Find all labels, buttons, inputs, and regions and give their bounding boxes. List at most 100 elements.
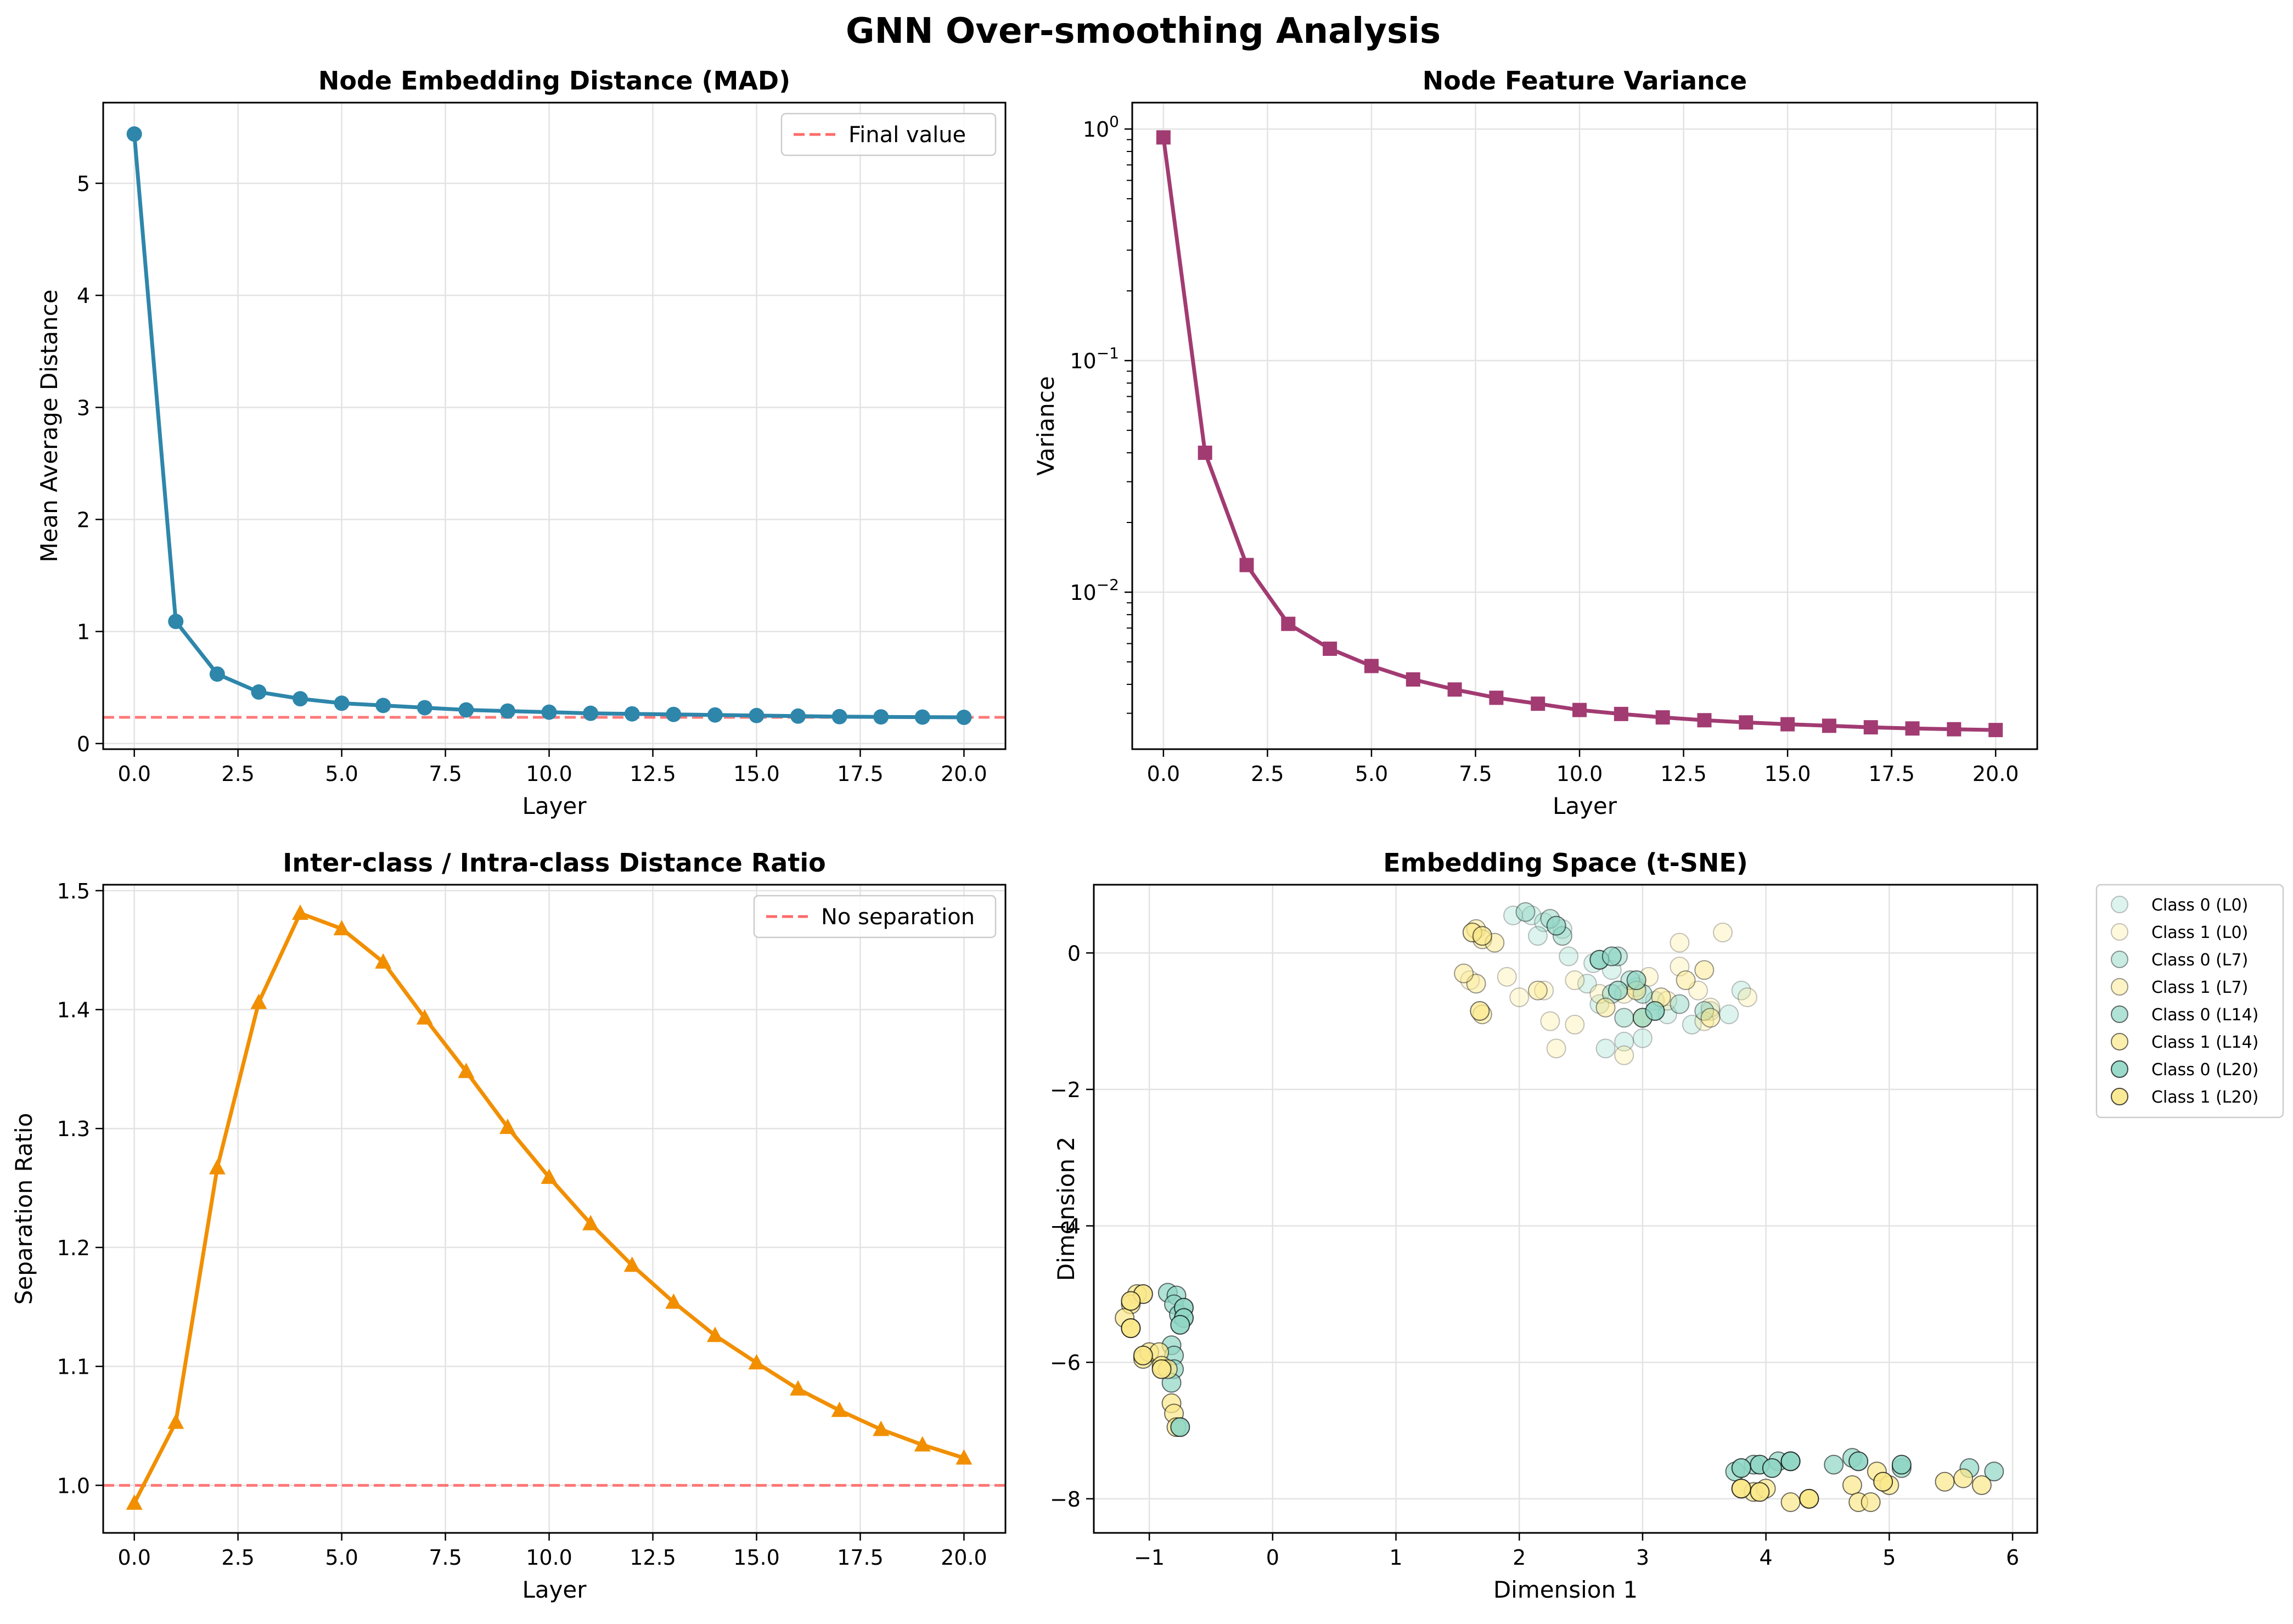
subplot-title: Embedding Space (t-SNE) — [1383, 848, 1748, 878]
axes-frame — [102, 102, 1007, 750]
axis-label-x: Dimension 1 — [1493, 1576, 1638, 1603]
data-point — [1364, 659, 1379, 673]
scatter-point — [1688, 980, 1708, 1001]
data-point — [1447, 682, 1462, 697]
legend-marker — [2111, 1005, 2128, 1023]
tick-label-x: 5.0 — [1355, 762, 1388, 786]
data-point — [209, 666, 225, 682]
scatter-point — [1861, 1492, 1881, 1513]
data-point — [748, 1354, 765, 1370]
scatter-point — [1151, 1359, 1172, 1379]
legend: Final value — [780, 113, 997, 156]
scatter-point — [1953, 1468, 1974, 1488]
data-point — [541, 704, 557, 720]
tick-label-x: 12.5 — [630, 1546, 676, 1570]
data-point — [1198, 445, 1212, 460]
scatter-point — [1682, 1014, 1702, 1035]
subplot-title: Node Feature Variance — [1423, 66, 1747, 95]
scatter-point — [1614, 1045, 1634, 1065]
axis-label-y: Mean Average Distance — [36, 289, 63, 562]
legend: No separation — [753, 895, 997, 939]
data-point — [583, 705, 599, 721]
data-point — [624, 706, 640, 722]
scatter-point — [1984, 1462, 2004, 1482]
data-point — [1780, 717, 1795, 732]
scatter-point — [1626, 970, 1646, 991]
data-point — [293, 691, 308, 707]
tick-label-y: 0 — [77, 732, 90, 756]
scatter-point — [1676, 970, 1696, 991]
data-point — [1323, 642, 1337, 656]
scatter-point — [1694, 960, 1715, 980]
scatter-point — [1731, 980, 1751, 1001]
scatter-point — [1670, 994, 1690, 1014]
data-point — [790, 708, 806, 724]
tick-label-x: 6 — [2006, 1546, 2019, 1570]
tick-label-x: 1 — [1389, 1546, 1402, 1570]
plot-area — [1156, 130, 2003, 738]
tick-label-x: 10.0 — [1556, 762, 1603, 786]
scatter-point — [1121, 1318, 1141, 1339]
data-point — [831, 709, 847, 724]
data-point — [914, 1436, 931, 1452]
data-point — [499, 703, 515, 719]
data-point — [334, 695, 350, 711]
plot-area — [126, 126, 972, 726]
tick-label-x: 0.0 — [117, 762, 150, 786]
legend-label: Class 1 (L14) — [2151, 1033, 2258, 1052]
data-point — [1406, 672, 1420, 687]
scatter-point — [1873, 1471, 1893, 1492]
scatter-point — [1509, 987, 1530, 1008]
tick-label-x: 3 — [1636, 1546, 1649, 1570]
data-point — [582, 1215, 599, 1230]
scatter-point — [1614, 1008, 1634, 1028]
tick-label-y: 10−2 — [1070, 576, 1119, 605]
tick-label-x: 5.0 — [325, 762, 358, 786]
scatter-point — [1601, 946, 1622, 966]
scatter-point — [1713, 923, 1733, 943]
scatter-point — [1565, 970, 1585, 991]
legend-marker — [2111, 1033, 2128, 1050]
scatter-point — [1780, 1492, 1801, 1513]
tick-label-x: 17.5 — [1868, 762, 1915, 786]
axis-label-y: Variance — [1032, 376, 1059, 475]
legend: Class 0 (L0) Class 1 (L0) Class 0 (L7) Clas… — [2095, 884, 2284, 1119]
scatter-point — [1848, 1451, 1869, 1471]
scatter-point — [1472, 926, 1492, 946]
scatter-point — [1719, 1004, 1739, 1025]
scatter-point — [1799, 1488, 1819, 1509]
tick-label-x: 2.5 — [1251, 762, 1284, 786]
scatter-point — [1121, 1291, 1141, 1311]
data-point — [623, 1256, 640, 1272]
tick-label-x: 7.5 — [429, 1546, 462, 1570]
axes-frame — [102, 884, 1007, 1534]
tick-label-y: 100 — [1083, 113, 1119, 142]
subplot-3: 0.0 2.5 5.0 7.5 10.0 12.5 15.0 17.5 20.0 1.0 1.1 1.… — [10, 848, 1007, 1603]
data-point — [1572, 703, 1587, 717]
data-point — [1614, 706, 1628, 721]
tick-label-x: 10.0 — [526, 1546, 572, 1570]
scatter-point — [1546, 915, 1566, 936]
legend-label: Class 0 (L14) — [2151, 1005, 2258, 1025]
data-point — [1947, 722, 1962, 737]
data-point — [375, 698, 391, 713]
figure-title: GNN Over-smoothing Analysis — [846, 11, 1441, 52]
scatter-point — [1515, 902, 1536, 922]
axis-label-x: Layer — [522, 793, 587, 819]
subplot-title: Node Embedding Distance (MAD) — [318, 66, 790, 95]
tick-label-y: 1 — [77, 620, 90, 644]
axis-label-y: Separation Ratio — [10, 1113, 37, 1305]
tick-label-y: 2 — [77, 508, 90, 532]
tick-label-x: 0.0 — [117, 1546, 150, 1570]
data-point — [416, 1009, 433, 1025]
legend-label: Class 0 (L20) — [2151, 1060, 2258, 1080]
data-point — [1988, 723, 2003, 738]
tick-label-y: 4 — [77, 284, 90, 308]
plot-area — [126, 904, 973, 1510]
data-point — [209, 1159, 226, 1175]
tick-label-y: 1.2 — [57, 1236, 90, 1260]
tick-label-x: 20.0 — [941, 762, 987, 786]
tick-label-y: 1.0 — [57, 1474, 90, 1498]
scatter-point — [1559, 946, 1579, 966]
scatter-point — [1780, 1451, 1801, 1471]
